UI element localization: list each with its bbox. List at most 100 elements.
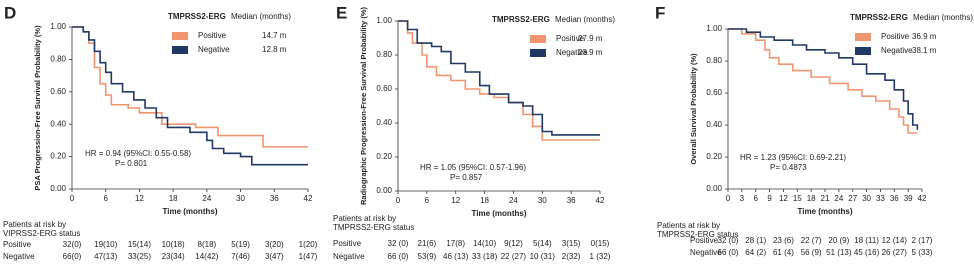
x-tick-label: 30: [862, 194, 871, 203]
legend-swatch: [172, 46, 188, 54]
x-tick-label: 24: [202, 194, 211, 203]
legend-label: Positive: [556, 34, 585, 43]
x-axis-label: Time (months): [472, 209, 527, 218]
x-tick-label: 30: [236, 194, 245, 203]
legend-label: Negative: [556, 48, 588, 57]
risk-cell: 46 (13): [443, 252, 469, 261]
x-tick-label: 6: [753, 194, 758, 203]
legend-title: TMPRSS2-ERG: [492, 15, 550, 24]
risk-cell: 32(0): [63, 240, 82, 249]
risk-header: Patients at risk by: [657, 221, 720, 230]
x-tick-label: 39: [904, 194, 913, 203]
x-tick-label: 12: [779, 194, 788, 203]
y-tick-label: 0.00: [376, 186, 392, 195]
x-tick-label: 0: [396, 196, 401, 205]
legend-median: 23.9 m: [578, 48, 603, 57]
risk-cell: 5(14): [533, 239, 552, 248]
y-tick-label: 0.20: [50, 152, 66, 161]
legend-title: TMPRSS2-ERG: [850, 13, 908, 22]
risk-row-name: Positive: [690, 236, 719, 245]
risk-cell: 19(10): [94, 240, 117, 249]
x-tick-label: 27: [848, 194, 857, 203]
x-tick-label: 3: [740, 194, 745, 203]
x-tick-label: 12: [451, 196, 460, 205]
y-tick-label: 0.80: [706, 56, 722, 65]
survival-curve: [72, 26, 308, 148]
risk-row-name: Negative: [690, 248, 722, 257]
p-text: P= 0.801: [115, 159, 148, 168]
risk-cell: 64 (2): [745, 248, 766, 257]
risk-cell: 66 (0): [388, 252, 409, 261]
risk-row-name: Negative: [3, 252, 35, 261]
legend-title: TMPRSS2-ERG: [168, 12, 226, 21]
risk-cell: 56 (9): [801, 248, 822, 257]
x-tick-label: 18: [169, 194, 178, 203]
risk-header: VIPRSS2-ERG status: [3, 229, 80, 238]
survival-curve: [728, 28, 919, 130]
y-tick-label: 0.00: [50, 184, 66, 193]
legend-swatch: [530, 49, 546, 57]
risk-cell: 1 (32): [590, 252, 611, 261]
y-tick-label: 0.20: [706, 152, 722, 161]
x-tick-label: 42: [918, 194, 927, 203]
y-axis-label: Overall Survival Probability (%): [689, 53, 698, 165]
risk-cell: 20 (9): [828, 236, 849, 245]
risk-cell: 61 (4): [773, 248, 794, 257]
risk-cell: 23 (6): [773, 236, 794, 245]
x-tick-label: 18: [480, 196, 489, 205]
x-tick-label: 42: [304, 194, 313, 203]
risk-cell: 14(42): [195, 252, 218, 261]
risk-cell: 5(19): [231, 240, 250, 249]
x-tick-label: 24: [509, 196, 518, 205]
x-tick-label: 18: [807, 194, 816, 203]
legend-label: Positive: [198, 31, 227, 40]
y-tick-label: 0.80: [376, 50, 392, 59]
x-tick-label: 6: [103, 194, 108, 203]
panel-2: F0.000.200.400.600.801.000 3 6 9 12 15 18 21 24 2…: [655, 3, 973, 257]
panel-label: D: [4, 3, 16, 22]
y-tick-label: 0.60: [50, 87, 66, 96]
risk-cell: 7(46): [231, 252, 250, 261]
risk-header: TMPRSS2-ERG status: [333, 223, 414, 232]
risk-cell: 12 (14): [882, 236, 908, 245]
legend-subtitle: Median (months): [913, 13, 973, 22]
x-tick-label: 12: [135, 194, 144, 203]
risk-cell: 51 (13): [826, 248, 852, 257]
risk-row-name: Positive: [3, 240, 32, 249]
y-tick-label: 0.40: [376, 118, 392, 127]
risk-cell: 18 (11): [854, 236, 879, 245]
x-tick-label: 36: [890, 194, 899, 203]
risk-header: Patients at risk by: [333, 214, 396, 223]
risk-header: Patients at risk by: [3, 220, 66, 229]
risk-cell: 21(6): [418, 239, 437, 248]
survival-curve: [728, 28, 918, 134]
legend-subtitle: Median (months): [555, 15, 615, 24]
legend-swatch: [855, 33, 871, 41]
legend-median: 36.9 m: [912, 32, 937, 41]
x-tick-label: 36: [567, 196, 576, 205]
hr-text: HR = 0.94 (95%CI: 0.55-0.58): [85, 149, 191, 158]
y-axis-label: PSA Progression-Free Survival Probabilit…: [33, 25, 42, 191]
x-tick-label: 0: [70, 194, 75, 203]
y-tick-label: 0.60: [706, 88, 722, 97]
p-text: P= 0.857: [450, 173, 483, 182]
y-tick-label: 0.00: [706, 184, 722, 193]
risk-cell: 9(12): [504, 239, 523, 248]
y-tick-label: 0.80: [50, 55, 66, 64]
y-tick-label: 0.20: [376, 152, 392, 161]
hr-text: HR = 1.23 (95%CI: 0.69-2.21): [740, 153, 846, 162]
legend-median: 14.7 m: [262, 31, 287, 40]
x-tick-label: 24: [834, 194, 843, 203]
risk-header: TMPRSS2-ERG status: [657, 230, 738, 239]
survival-curve: [72, 26, 308, 166]
x-tick-label: 0: [726, 194, 731, 203]
y-axis-label: Radiographic Progression-Free Survival P…: [359, 7, 368, 205]
panel-0: D 0.00 0.20 0.40 0.60 0.80 1.00 0 6 12 18 24 30 36 42 P…: [3, 3, 318, 261]
legend-label: Positive: [881, 32, 910, 41]
panel-label: E: [336, 3, 347, 22]
y-tick-label: 0.40: [50, 119, 66, 128]
x-axis-label: Time (months): [163, 207, 218, 216]
risk-cell: 1(47): [299, 252, 318, 261]
panel-1: E 0.00 0.20 0.40 0.60 0.80 1.00 0 6 12 18 24 30 36 42 R…: [333, 3, 615, 261]
risk-row-name: Negative: [333, 252, 365, 261]
